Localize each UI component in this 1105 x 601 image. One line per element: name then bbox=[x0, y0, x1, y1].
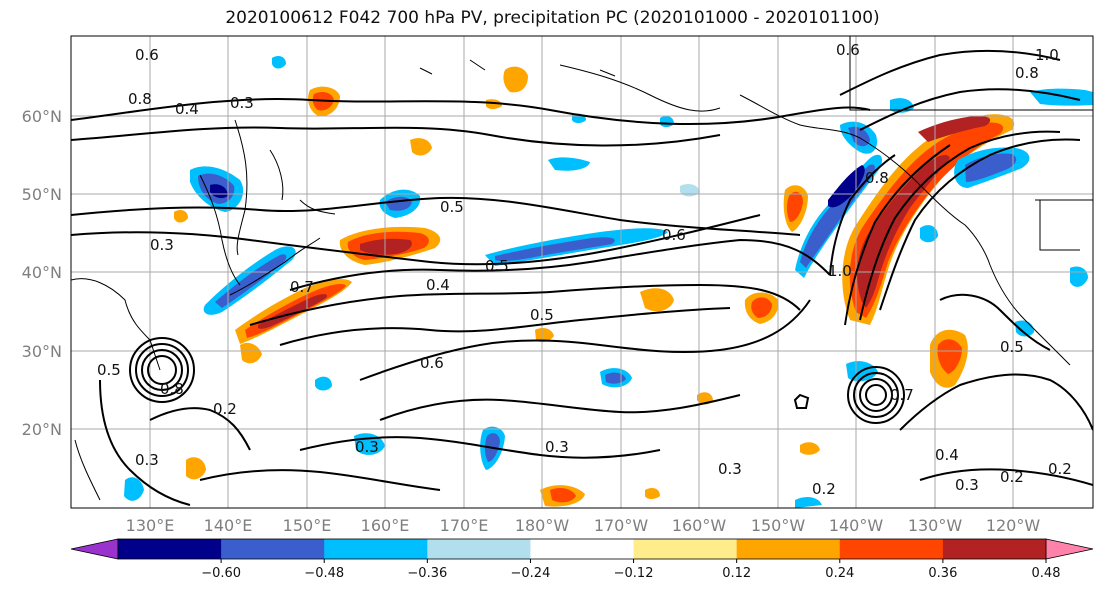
contour-label: 1.0 bbox=[1035, 46, 1059, 64]
contour-label: 0.8 bbox=[1015, 64, 1039, 82]
contour-label: 0.4 bbox=[935, 446, 959, 464]
colorbar-left-extension bbox=[70, 538, 119, 560]
contour-label: 0.5 bbox=[440, 198, 464, 216]
contour-label: 0.5 bbox=[1000, 338, 1024, 356]
colorbar-tick-label: 0.48 bbox=[1032, 566, 1061, 581]
lat-label: 20°N bbox=[22, 420, 62, 439]
contour-label: 0.2 bbox=[1000, 468, 1024, 486]
lat-label: 60°N bbox=[22, 107, 62, 126]
colorbar-tick-label: −0.60 bbox=[201, 566, 241, 581]
lon-label: 160°W bbox=[672, 516, 727, 535]
contour-label: 0.3 bbox=[355, 438, 379, 456]
colorbar-bin bbox=[221, 539, 325, 559]
lat-label: 50°N bbox=[22, 185, 62, 204]
contour-label: 0.4 bbox=[426, 276, 450, 294]
colorbar-bin bbox=[427, 539, 531, 559]
contour-labels: 0.6 0.3 0.8 0.4 0.6 1.0 0.8 0.5 0.6 0.5 … bbox=[97, 41, 1072, 498]
colorbar-tick-label: 0.12 bbox=[722, 566, 751, 581]
map-gridlines bbox=[71, 36, 1093, 508]
map-title: 2020100612 F042 700 hPa PV, precipitatio… bbox=[225, 8, 880, 28]
lon-label: 130°W bbox=[908, 516, 963, 535]
contour-label: 0.5 bbox=[530, 306, 554, 324]
contour-label: 0.3 bbox=[135, 451, 159, 469]
lon-label: 140°W bbox=[829, 516, 884, 535]
latitude-labels: 60°N 50°N 40°N 30°N 20°N bbox=[22, 107, 62, 439]
contour-label: 0.6 bbox=[836, 41, 860, 59]
lon-label: 130°E bbox=[126, 516, 175, 535]
longitude-labels: 130°E 140°E 150°E 160°E 170°E 180°W 170°… bbox=[126, 516, 1041, 535]
colorbar-tick-label: 0.24 bbox=[825, 566, 854, 581]
contour-label: 0.2 bbox=[1048, 460, 1072, 478]
coastlines bbox=[71, 36, 1093, 501]
map-frame bbox=[70, 35, 1094, 509]
contour-label: 0.3 bbox=[718, 460, 742, 478]
contour-label: 0.5 bbox=[485, 257, 509, 275]
colorbar-bin bbox=[324, 539, 428, 559]
colorbar-tick-label: −0.12 bbox=[614, 566, 654, 581]
contour-label: 0.2 bbox=[213, 400, 237, 418]
contour-label: 0.8 bbox=[128, 90, 152, 108]
lon-label: 170°E bbox=[440, 516, 489, 535]
colorbar-bin bbox=[736, 539, 841, 559]
contour-label: 0.7 bbox=[890, 386, 914, 404]
colorbar-bin bbox=[839, 539, 944, 559]
contour-label: 0.8 bbox=[160, 380, 184, 398]
lon-label: 180°W bbox=[515, 516, 570, 535]
lon-label: 140°E bbox=[204, 516, 253, 535]
colorbar-bin bbox=[942, 539, 1047, 559]
colorbar-bin bbox=[118, 539, 222, 559]
colorbar-tick-label: 0.36 bbox=[928, 566, 957, 581]
lon-label: 150°E bbox=[283, 516, 332, 535]
colorbar-tick-label: −0.36 bbox=[407, 566, 447, 581]
contour-label: 1.0 bbox=[828, 262, 852, 280]
colorbar-tick-label: −0.48 bbox=[304, 566, 344, 581]
lon-label: 160°E bbox=[361, 516, 410, 535]
contour-label: 0.6 bbox=[420, 354, 444, 372]
colorbar-right-extension bbox=[1045, 538, 1094, 560]
contour-label: 0.7 bbox=[290, 278, 314, 296]
lon-label: 170°W bbox=[594, 516, 649, 535]
colorbar-bin bbox=[633, 539, 738, 559]
contour-label: 0.3 bbox=[955, 476, 979, 494]
lon-label: 120°W bbox=[986, 516, 1041, 535]
contour-label: 0.3 bbox=[230, 94, 254, 112]
colorbar: −0.60 −0.48 −0.36 −0.24 −0.12 0.12 0.24 0.36 0.4… bbox=[70, 538, 1094, 581]
contour-label: 0.4 bbox=[175, 100, 199, 118]
colorbar-tick-label: −0.24 bbox=[511, 566, 551, 581]
contour-label: 0.2 bbox=[812, 480, 836, 498]
contour-label: 0.6 bbox=[662, 226, 686, 244]
contour-label: 0.8 bbox=[865, 169, 889, 187]
contour-label: 0.3 bbox=[545, 438, 569, 456]
contour-label: 0.3 bbox=[150, 236, 174, 254]
contour-label: 0.5 bbox=[97, 361, 121, 379]
map-plot-area: 0.6 0.3 0.8 0.4 0.6 1.0 0.8 0.5 0.6 0.5 … bbox=[71, 36, 1093, 508]
contour-label: 0.6 bbox=[135, 46, 159, 64]
colorbar-bin bbox=[530, 539, 635, 559]
lat-label: 40°N bbox=[22, 263, 62, 282]
lon-label: 150°W bbox=[751, 516, 806, 535]
colorbar-outline bbox=[117, 538, 1047, 560]
pv-contours bbox=[71, 49, 1093, 506]
lat-label: 30°N bbox=[22, 342, 62, 361]
